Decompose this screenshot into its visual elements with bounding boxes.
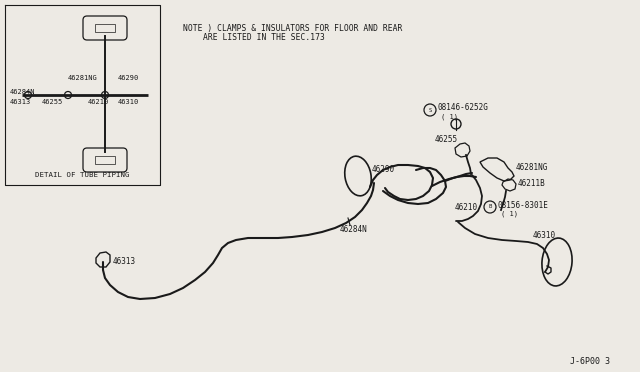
Text: 46284N: 46284N — [340, 225, 368, 234]
Text: 46255: 46255 — [42, 99, 63, 105]
FancyBboxPatch shape — [83, 16, 127, 40]
FancyBboxPatch shape — [83, 148, 127, 172]
Text: 46284N: 46284N — [10, 89, 35, 95]
Text: 46310: 46310 — [533, 231, 556, 240]
Text: 46210: 46210 — [88, 99, 109, 105]
Text: 46211B: 46211B — [518, 180, 546, 189]
Text: NOTE ) CLAMPS & INSULATORS FOR FLOOR AND REAR: NOTE ) CLAMPS & INSULATORS FOR FLOOR AND… — [183, 23, 403, 32]
Text: J-6P00 3: J-6P00 3 — [570, 357, 610, 366]
Text: 46210: 46210 — [455, 203, 478, 212]
Text: ARE LISTED IN THE SEC.173: ARE LISTED IN THE SEC.173 — [203, 33, 325, 42]
Text: 46255: 46255 — [435, 135, 458, 144]
Text: 46290: 46290 — [372, 166, 395, 174]
Text: 46313: 46313 — [113, 257, 136, 266]
Text: B: B — [488, 205, 492, 209]
Text: DETAIL OF TUBE PIPING: DETAIL OF TUBE PIPING — [35, 172, 130, 178]
Text: ( 1): ( 1) — [441, 114, 458, 120]
Text: 46313: 46313 — [10, 99, 31, 105]
Text: 46290: 46290 — [118, 75, 140, 81]
Bar — [95, 24, 115, 32]
Text: 08146-6252G: 08146-6252G — [437, 103, 488, 112]
Bar — [95, 156, 115, 164]
Text: ( 1): ( 1) — [501, 211, 518, 217]
Text: 46281NG: 46281NG — [68, 75, 98, 81]
Text: S: S — [428, 108, 431, 112]
Text: 46310: 46310 — [118, 99, 140, 105]
Text: 08156-8301E: 08156-8301E — [497, 201, 548, 209]
Text: 46281NG: 46281NG — [516, 164, 548, 173]
